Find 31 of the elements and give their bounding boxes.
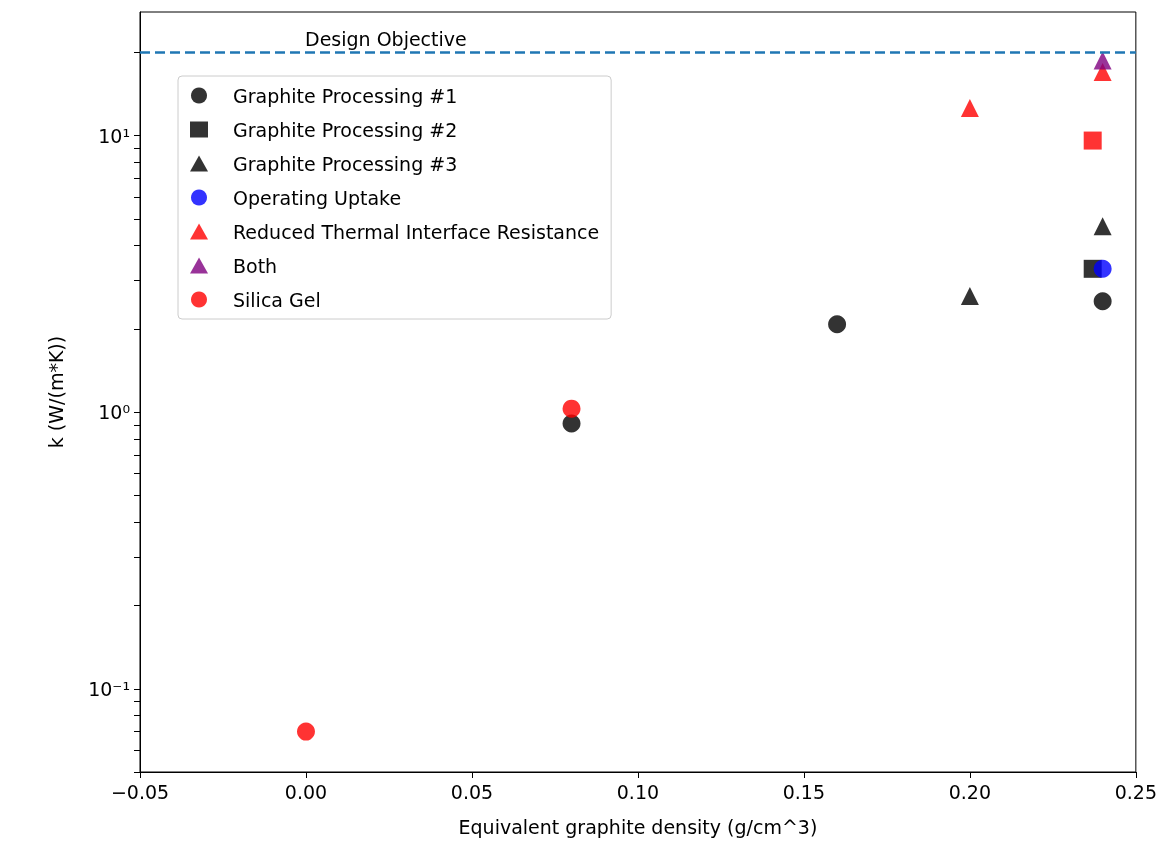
x-tick-label: 0.10 — [616, 780, 660, 803]
point — [296, 722, 315, 741]
point — [960, 287, 979, 306]
x-tick-label: 0.25 — [1114, 780, 1157, 803]
legend-label: Graphite Processing #1 — [233, 84, 458, 107]
point — [828, 315, 847, 334]
x-tick-label: 0.05 — [450, 780, 494, 803]
x-tick-label: 0.15 — [782, 780, 826, 803]
x-tick-label: −0.05 — [110, 780, 170, 803]
x-tick-label: 0.20 — [948, 780, 992, 803]
legend-label: Both — [233, 254, 278, 277]
legend-label: Silica Gel — [233, 288, 321, 311]
y-tick-label: 10¹ — [98, 124, 130, 147]
point — [1093, 217, 1112, 236]
point — [1093, 51, 1112, 70]
x-axis-title: Equivalent graphite density (g/cm^3) — [458, 815, 818, 838]
legend-label: Reduced Thermal Interface Resistance — [233, 220, 600, 243]
point — [1083, 131, 1102, 150]
point — [1093, 259, 1112, 278]
point — [562, 399, 581, 418]
point — [1093, 292, 1112, 311]
x-tick-label: 0.00 — [284, 780, 328, 803]
legend-label: Graphite Processing #2 — [233, 118, 458, 141]
legend-label: Operating Uptake — [233, 186, 402, 209]
point — [562, 414, 581, 433]
point — [960, 98, 979, 117]
ref-line-label: Design Objective — [305, 27, 467, 50]
y-tick-label: 10⁰ — [98, 401, 130, 424]
y-tick-label: 10⁻¹ — [88, 677, 130, 700]
y-axis-title: k (W/(m*K)) — [44, 335, 67, 449]
legend-label: Graphite Processing #3 — [233, 152, 458, 175]
